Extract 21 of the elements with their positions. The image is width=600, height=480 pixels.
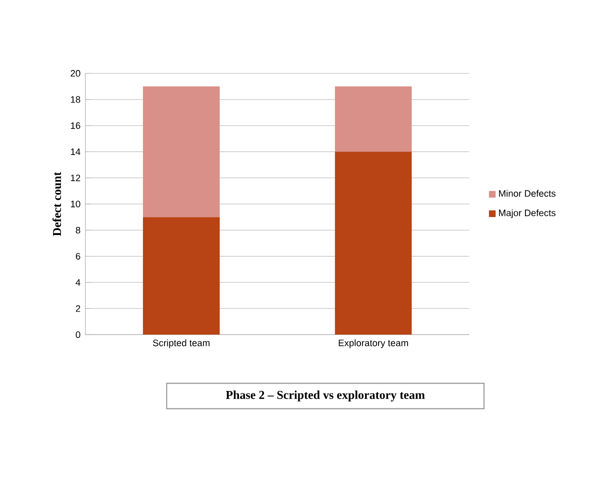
y-tick-label: 14 — [70, 148, 80, 155]
bar — [334, 152, 412, 335]
y-tick-label: 8 — [76, 226, 80, 234]
legend-label: Minor Defects — [499, 190, 556, 197]
text: Phase 2 – Scripted vs exploratory team — [226, 390, 425, 402]
y-tick-label: 20 — [70, 70, 80, 77]
legend-label: Major Defects — [499, 209, 556, 218]
bar — [334, 86, 412, 152]
x-tick-label: Exploratory team — [338, 339, 408, 348]
bar — [142, 86, 220, 218]
y-tick-label: 6 — [76, 252, 80, 260]
y-tick-label: 16 — [70, 122, 80, 129]
y-tick-label: 18 — [70, 96, 80, 103]
y-tick-label: 12 — [70, 174, 80, 182]
y-axis-title: Defect count — [52, 172, 62, 236]
x-tick-label: Scripted team — [152, 339, 210, 348]
bar — [142, 217, 220, 335]
y-tick-label: 0 — [76, 331, 80, 338]
y-tick-label: 10 — [70, 200, 80, 208]
y-tick-label: 2 — [76, 305, 80, 312]
y-tick-label: 4 — [76, 279, 80, 286]
